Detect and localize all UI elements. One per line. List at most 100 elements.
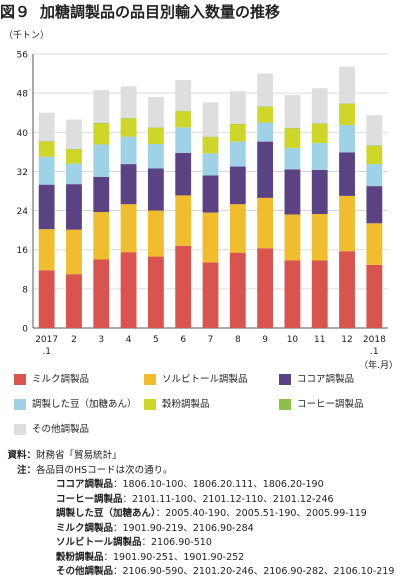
bar-segment-3 (38, 184, 55, 230)
bar-segment-7 (257, 73, 274, 107)
hs-code-row: その他調製品：2106.90-590、2101.20-246、2106.90-2… (0, 565, 401, 580)
x-tick-label: 5 (153, 335, 159, 345)
bar-segment-1 (339, 251, 355, 328)
bar-segment-2 (229, 204, 246, 253)
bar-segment-7 (147, 97, 164, 128)
bar-segment-7 (284, 95, 301, 128)
bar-segment-4 (66, 163, 82, 185)
x-tick-label: 7 (208, 335, 214, 345)
bar-segment-3 (66, 184, 82, 230)
x-tick-label: 11 (314, 335, 325, 345)
hs-code-values: ：1901.90-219、2106.90-284 (113, 522, 254, 534)
x-tick-label: 8 (235, 335, 241, 345)
hs-code-item-name: その他調製品 (56, 566, 114, 577)
note-label: 注： (16, 464, 36, 476)
legend-label: その他調製品 (32, 424, 90, 435)
bar-segment-7 (229, 91, 246, 124)
source-label: 資料： (7, 450, 36, 461)
bar-segment-2 (38, 229, 55, 271)
note-text: 各品目のHSコードは次の通り。 (36, 464, 173, 476)
bar-segment-7 (66, 119, 82, 149)
bar-segment-5 (284, 128, 301, 148)
y-tick-label: 8 (22, 285, 28, 295)
bar-segment-1 (120, 252, 137, 328)
hs-code-item-name: ソルビトール調製品 (56, 537, 142, 548)
legend-swatch (144, 374, 156, 385)
y-tick-label: 16 (17, 246, 29, 256)
bar-segment-3 (339, 152, 355, 196)
bar-segment-3 (229, 166, 246, 205)
bar-segment-5 (229, 124, 246, 142)
x-tick-label: .1 (42, 347, 51, 357)
bar-segment-4 (311, 143, 328, 170)
hs-code-item-name: ミルク調製品 (56, 522, 114, 534)
bar-segment-3 (257, 141, 274, 198)
figure-number: 図９ (0, 3, 31, 21)
note-row: 注：各品目のHSコードは次の通り。 (0, 464, 401, 479)
hs-code-values: ：1901.90-251、1901.90-252 (103, 551, 245, 563)
source-text: 財務省「貿易統計」 (36, 450, 122, 461)
y-tick-label: 0 (22, 325, 28, 335)
bar-segment-3 (366, 186, 383, 224)
x-tick-label: 3 (98, 335, 104, 345)
bar-segment-7 (339, 66, 355, 104)
legend-swatch (279, 399, 291, 410)
bar-segment-7 (38, 112, 55, 142)
hs-code-values: ：2106.90-590、2101.20-246、2106.90-282、210… (113, 566, 395, 577)
hs-code-values: ：2005.40-190、2005.51-190、2005.99-119 (155, 508, 367, 519)
bar-segment-2 (311, 213, 328, 261)
figure-title-text: 加糖調製品の品目別輸入数量の推移 (40, 3, 281, 21)
bar-segment-7 (120, 86, 137, 119)
hs-code-list: ココア調製品：1806.10-100、1806.20.111、1806.20-1… (0, 478, 401, 580)
x-tick-label: 4 (126, 335, 132, 345)
hs-code-row: ソルビトール調製品：2106.90-510 (0, 536, 401, 551)
x-tick-label: 9 (262, 335, 268, 345)
bar-segment-1 (147, 256, 164, 328)
bar-segment-4 (202, 153, 219, 176)
bar-segment-7 (366, 115, 383, 146)
legend-label: 調製した豆（加糖あん） (32, 399, 137, 410)
x-tick-label: 2018 (363, 335, 386, 345)
bar-segment-5 (257, 106, 274, 123)
hs-code-values: ：1806.10-100、1806.20.111、1806.20-190 (113, 479, 324, 490)
bar-segment-4 (93, 144, 110, 177)
legend-label: ミルク調製品 (32, 374, 90, 385)
bar-segment-3 (175, 152, 192, 196)
bar-segment-4 (147, 144, 164, 169)
bar-segment-3 (311, 169, 328, 214)
x-tick-label: .1 (370, 347, 379, 357)
bar-segment-1 (93, 259, 110, 328)
bar-segment-1 (66, 274, 82, 328)
bar-segment-4 (175, 127, 192, 153)
bar-segment-5 (339, 103, 355, 125)
bar-segment-7 (175, 79, 192, 111)
x-tick-label: 2017 (35, 335, 58, 345)
hs-code-row: 穀粉調製品：1901.90-251、1901.90-252 (0, 551, 401, 566)
source-row: 資料：財務省「貿易統計」 (0, 449, 401, 464)
bar-segment-2 (66, 229, 82, 275)
x-tick-label: 12 (341, 335, 352, 345)
bar-segment-1 (284, 260, 301, 328)
hs-code-values: ：2106.90-510 (141, 537, 212, 548)
hs-code-row: ミルク調製品：1901.90-219、2106.90-284 (0, 522, 401, 537)
bar-segment-2 (202, 212, 219, 263)
bar-segment-2 (175, 195, 192, 246)
y-tick-label: 24 (17, 207, 29, 217)
bar-segment-5 (175, 111, 192, 128)
bar-segment-1 (366, 264, 383, 328)
y-tick-label: 40 (17, 129, 29, 139)
bar-segment-3 (147, 168, 164, 211)
y-tick-label: 32 (17, 168, 28, 178)
bar-segment-2 (257, 197, 274, 249)
bar-segment-5 (120, 118, 137, 137)
legend-swatch (14, 399, 26, 410)
bar-segment-4 (284, 147, 301, 170)
bar-segment-2 (147, 210, 164, 257)
bar-segment-1 (202, 262, 219, 328)
legend-label: ココア調製品 (297, 374, 355, 385)
bar-segment-5 (93, 123, 110, 145)
x-unit-label: （年.月） (359, 359, 398, 371)
bar-segment-2 (93, 212, 110, 260)
hs-code-item-name: ココア調製品 (56, 479, 114, 490)
